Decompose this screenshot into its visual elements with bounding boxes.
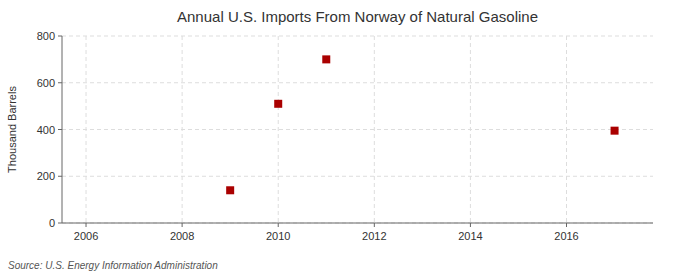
point <box>274 100 282 108</box>
y-tick <box>58 176 62 177</box>
y-tick-label: 400 <box>37 124 55 136</box>
point <box>611 127 619 135</box>
x-tick-label: 2016 <box>554 230 578 242</box>
x-axis-line <box>62 223 653 224</box>
x-tick <box>182 223 183 227</box>
grid-line-x <box>182 36 183 223</box>
x-tick <box>86 223 87 227</box>
x-tick <box>566 223 567 227</box>
grid-line-y <box>62 36 653 37</box>
grid-line-x <box>86 36 87 223</box>
source-note: Source: U.S. Energy Information Administ… <box>8 260 218 271</box>
y-tick-label: 600 <box>37 77 55 89</box>
x-tick-label: 2008 <box>170 230 194 242</box>
x-tick <box>278 223 279 227</box>
x-tick-label: 2010 <box>266 230 290 242</box>
x-tick-label: 2006 <box>74 230 98 242</box>
points <box>226 55 618 194</box>
y-tick <box>58 129 62 130</box>
grid-line-y <box>62 223 653 224</box>
grid-line-x <box>278 36 279 223</box>
chart-svg: 2006 2008 2010 2012 2014 2016 0 200 400 600 800 Tho… <box>0 0 675 275</box>
y-tick <box>58 82 62 83</box>
grid-line-x <box>374 36 375 223</box>
x-tick <box>374 223 375 227</box>
y-tick <box>58 223 62 224</box>
x-tick <box>470 223 471 227</box>
grid-line-y <box>62 129 653 130</box>
chart-container: 2006 2008 2010 2012 2014 2016 0 200 400 600 800 Tho… <box>0 0 675 275</box>
x-tick-label: 2012 <box>362 230 386 242</box>
y-tick-label: 800 <box>37 30 55 42</box>
y-axis-label: Thousand Barrels <box>6 86 18 173</box>
axes: 2006 2008 2010 2012 2014 2016 0 200 400 600 800 <box>37 30 653 242</box>
y-tick-label: 200 <box>37 170 55 182</box>
y-tick-label: 0 <box>49 217 55 229</box>
grid-line-x <box>566 36 567 223</box>
point <box>226 186 234 194</box>
chart-title: Annual U.S. Imports From Norway of Natur… <box>177 8 538 25</box>
y-tick <box>58 36 62 37</box>
point <box>322 55 330 63</box>
x-tick-label: 2014 <box>458 230 482 242</box>
grid-line-x <box>470 36 471 223</box>
grid <box>62 36 653 223</box>
grid-line-y <box>62 82 653 83</box>
grid-line-y <box>62 176 653 177</box>
